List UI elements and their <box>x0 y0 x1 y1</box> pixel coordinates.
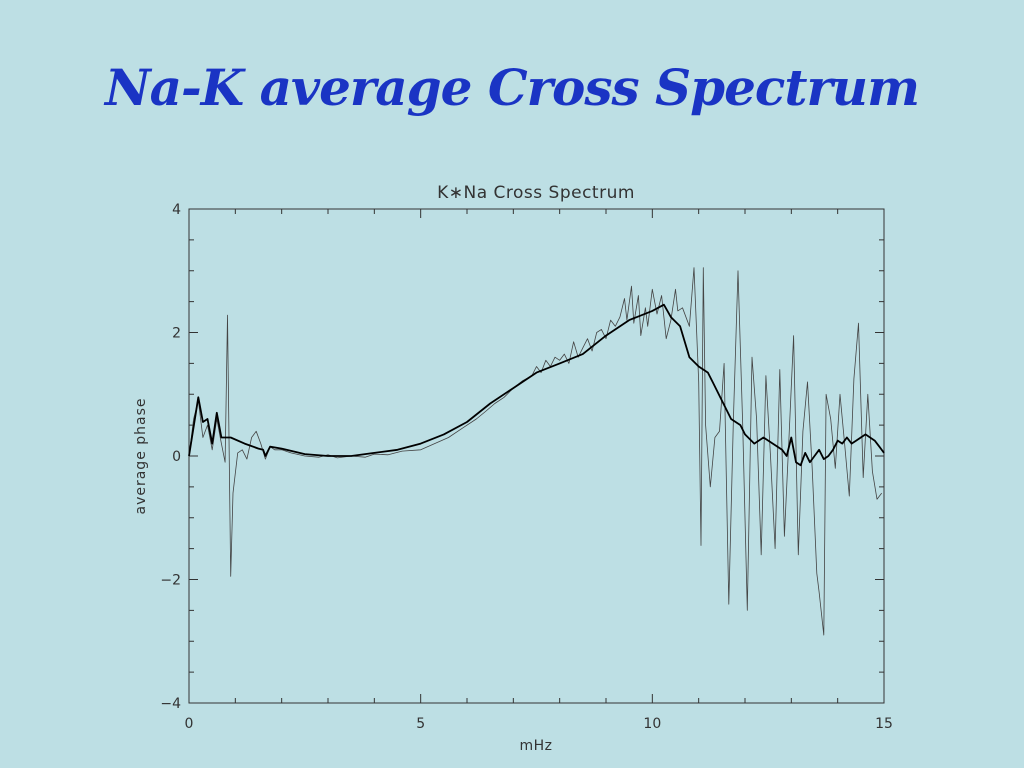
y-tick-label: 4 <box>172 202 181 218</box>
series-line-raw <box>188 267 883 636</box>
x-tick-label: 5 <box>416 716 425 732</box>
series-line-smoothed <box>188 303 885 467</box>
x-tick-label: 15 <box>875 716 893 732</box>
plot-frame <box>188 208 885 704</box>
y-axis-label: average phase <box>133 397 149 514</box>
tick-labels: 0 5 10 15 −4 −2 0 2 4 <box>160 202 893 732</box>
series-group <box>188 267 885 636</box>
chart-title: K∗Na Cross Spectrum <box>437 183 635 203</box>
x-tick-label: 10 <box>643 716 661 732</box>
slide-title: Na-K average Cross Spectrum <box>104 58 920 117</box>
y-tick-label: 2 <box>172 326 181 342</box>
y-tick-label: 0 <box>172 449 181 465</box>
axis-ticks <box>188 208 885 704</box>
y-tick-label: −4 <box>160 696 181 712</box>
x-axis-label: mHz <box>519 738 552 754</box>
x-tick-label: 0 <box>185 716 194 732</box>
y-tick-label: −2 <box>160 573 181 589</box>
